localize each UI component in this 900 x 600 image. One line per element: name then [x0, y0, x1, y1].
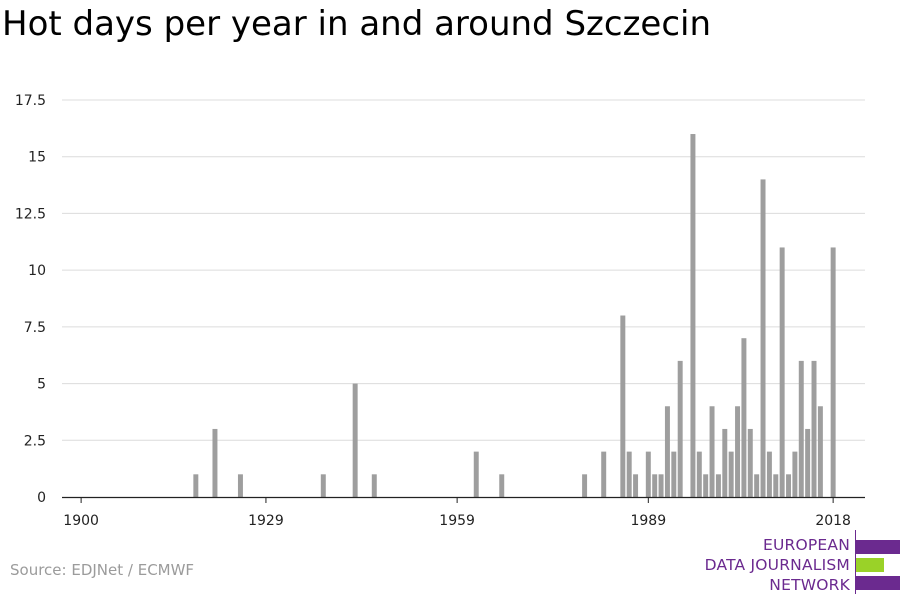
bar: [371, 474, 377, 497]
source-note: Source: EDJNet / ECMWF: [10, 561, 195, 579]
bar: [658, 474, 664, 497]
bar: [728, 451, 734, 497]
y-tick-label: 10: [28, 263, 46, 279]
bar: [352, 383, 358, 497]
x-tick-label: 1959: [439, 513, 475, 529]
bar: [193, 474, 199, 497]
bar: [779, 247, 785, 497]
logo-divider: [855, 530, 856, 594]
bar: [817, 406, 823, 497]
x-axis-ticks: 1900 1929 1959 1989 2018: [63, 497, 851, 529]
bar: [722, 428, 728, 497]
logo-bar-purple-top: [856, 540, 900, 554]
bar: [690, 134, 696, 497]
y-tick-label: 15: [28, 150, 46, 166]
x-tick-label: 2018: [815, 513, 851, 529]
bars: [193, 134, 836, 497]
bar: [677, 360, 683, 497]
logo-bar-purple-bottom: [856, 576, 900, 590]
bar: [652, 474, 658, 497]
bar: [237, 474, 243, 497]
grid-lines: [62, 99, 865, 441]
bar: [671, 451, 677, 497]
x-tick-label: 1929: [248, 513, 284, 529]
bar: [811, 360, 817, 497]
y-tick-label: 2.5: [24, 433, 46, 449]
logo-line-3: NETWORK: [769, 576, 850, 594]
bar: [664, 406, 670, 497]
logo-bar-green: [856, 558, 884, 572]
bar: [773, 474, 779, 497]
bar: [645, 451, 651, 497]
bar: [633, 474, 639, 497]
bar: [741, 338, 747, 497]
bar: [754, 474, 760, 497]
bar: [626, 451, 632, 497]
bar: [703, 474, 709, 497]
bar: [760, 179, 766, 497]
bar: [620, 315, 626, 497]
bar: [696, 451, 702, 497]
bar: [715, 474, 721, 497]
edjnet-logo: EUROPEAN DATA JOURNALISM NETWORK: [700, 530, 900, 596]
bar: [747, 428, 753, 497]
bar: [582, 474, 588, 497]
bar: [709, 406, 715, 497]
y-axis-tick-labels: 0 2.5 5 7.5 10 12.5 15 17.5: [15, 93, 46, 506]
y-tick-label: 17.5: [15, 93, 46, 109]
x-tick-label: 1900: [63, 513, 99, 529]
x-tick-label: 1989: [630, 513, 666, 529]
logo-line-2: DATA JOURNALISM: [704, 556, 850, 574]
bar: [786, 474, 792, 497]
bar: [601, 451, 607, 497]
bar: [792, 451, 798, 497]
bar: [212, 428, 218, 497]
bar: [320, 474, 326, 497]
bar: [499, 474, 505, 497]
y-tick-label: 7.5: [24, 320, 46, 336]
y-tick-label: 0: [37, 490, 46, 506]
bar: [766, 451, 772, 497]
y-tick-label: 5: [37, 377, 46, 393]
y-tick-label: 12.5: [15, 206, 46, 222]
bar: [830, 247, 836, 497]
bar: [805, 428, 811, 497]
bar: [735, 406, 741, 497]
page-title: Hot days per year in and around Szczecin: [2, 4, 712, 44]
bar: [798, 360, 804, 497]
logo-line-1: EUROPEAN: [762, 536, 850, 554]
bar: [473, 451, 479, 497]
